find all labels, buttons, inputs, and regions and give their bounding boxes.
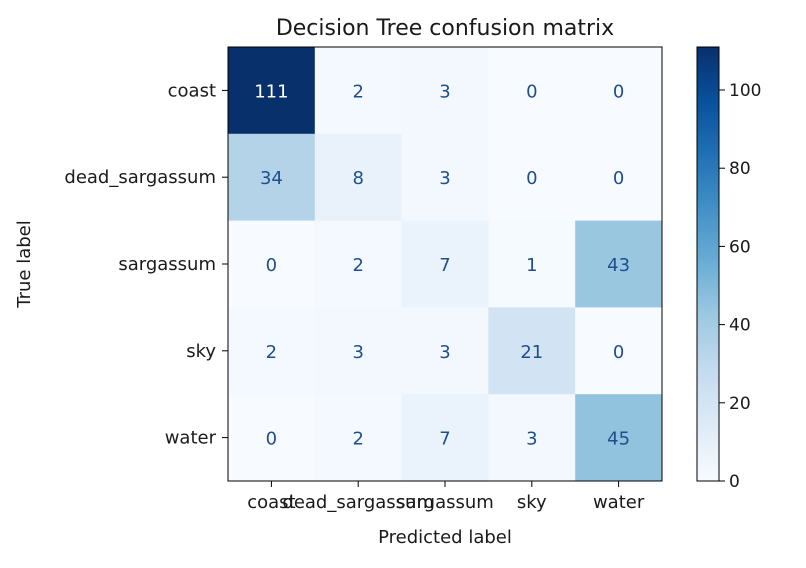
x-tick-label: sky xyxy=(517,492,547,513)
heatmap-cells xyxy=(228,47,663,482)
cell-value-label: 43 xyxy=(607,255,630,276)
colorbar-gradient xyxy=(697,47,719,481)
cell-value-label: 0 xyxy=(526,81,537,102)
x-axis-label: Predicted label xyxy=(378,527,512,548)
heatmap-cell xyxy=(575,220,663,308)
y-tick-label: sky xyxy=(186,341,216,362)
x-tick-label: water xyxy=(593,492,645,513)
colorbar-tick-label: 100 xyxy=(729,81,761,101)
colorbar-tick-label: 0 xyxy=(729,472,740,492)
heatmap-cell xyxy=(314,394,403,482)
y-axis-label: True label xyxy=(14,220,35,309)
y-tick-label: sargassum xyxy=(118,254,216,275)
heatmap-cell xyxy=(401,47,489,135)
y-axis-ticks: coast dead_sargassum sargassum sky water xyxy=(64,80,228,449)
heatmap-cell xyxy=(314,220,403,308)
heatmap-cell xyxy=(401,307,489,395)
heatmap-cell xyxy=(314,133,403,222)
cell-value-label: 45 xyxy=(607,429,630,450)
heatmap-cell xyxy=(575,307,663,395)
cell-value-label: 7 xyxy=(439,255,450,276)
heatmap-cell xyxy=(228,133,316,222)
heatmap-cell xyxy=(401,394,489,482)
colorbar-tick-label: 60 xyxy=(729,237,751,257)
y-tick-label: coast xyxy=(168,80,216,101)
heatmap-cell xyxy=(228,394,316,482)
cell-value-label: 7 xyxy=(439,429,450,450)
cell-value-label: 3 xyxy=(352,342,363,363)
heatmap-cell xyxy=(488,133,576,222)
cell-value-label: 21 xyxy=(520,342,543,363)
y-tick-label: water xyxy=(165,428,217,449)
cell-value-label: 3 xyxy=(439,168,450,189)
heatmap-cell xyxy=(228,220,316,308)
colorbar-tick-label: 80 xyxy=(729,159,751,179)
heatmap-cell xyxy=(575,133,663,222)
heatmap-cell xyxy=(575,47,663,135)
cell-value-label: 0 xyxy=(266,429,277,450)
cell-value-label: 3 xyxy=(526,429,537,450)
x-tick-label: dead_sargassum xyxy=(282,492,434,513)
heatmap-cell xyxy=(228,307,316,395)
cell-value-label: 2 xyxy=(352,81,363,102)
heatmap-cell xyxy=(314,47,403,135)
chart-title: Decision Tree confusion matrix xyxy=(276,16,614,41)
cell-value-label: 111 xyxy=(254,81,288,102)
colorbar-tick-label: 20 xyxy=(729,394,751,414)
y-tick-label: dead_sargassum xyxy=(64,167,216,188)
cell-value-label: 3 xyxy=(439,342,450,363)
heatmap-cell xyxy=(575,394,663,482)
heatmap-cell xyxy=(488,307,576,395)
heatmap-cell xyxy=(488,47,576,135)
cell-value-label: 2 xyxy=(352,255,363,276)
x-tick-label: coast xyxy=(247,492,295,513)
heatmap-cell xyxy=(488,220,576,308)
cell-value-label: 0 xyxy=(613,81,624,102)
heatmap-cell xyxy=(228,47,316,135)
cell-value-label: 0 xyxy=(613,342,624,363)
cell-value-label: 2 xyxy=(266,342,277,363)
heatmap-cell xyxy=(401,133,489,222)
heatmap-cell-labels: 111 2 3 0 034 8 3 0 00 2 7 1 432 3 3 21 00 2 7 3 45 xyxy=(254,81,630,449)
heatmap-cell xyxy=(314,307,403,395)
heatmap-cell xyxy=(401,220,489,308)
cell-value-label: 0 xyxy=(613,168,624,189)
cell-value-label: 34 xyxy=(260,168,283,189)
cell-value-label: 0 xyxy=(266,255,277,276)
cell-value-label: 3 xyxy=(439,81,450,102)
colorbar: 0 20 40 60 80 100 xyxy=(696,46,761,492)
colorbar-frame xyxy=(696,46,720,482)
cell-value-label: 2 xyxy=(352,429,363,450)
colorbar-tick-label: 40 xyxy=(729,316,751,336)
x-tick-label: sargassum xyxy=(396,492,494,513)
cell-value-label: 0 xyxy=(526,168,537,189)
cell-value-label: 1 xyxy=(526,255,537,276)
cell-value-label: 8 xyxy=(352,168,363,189)
heatmap-cell xyxy=(488,394,576,482)
